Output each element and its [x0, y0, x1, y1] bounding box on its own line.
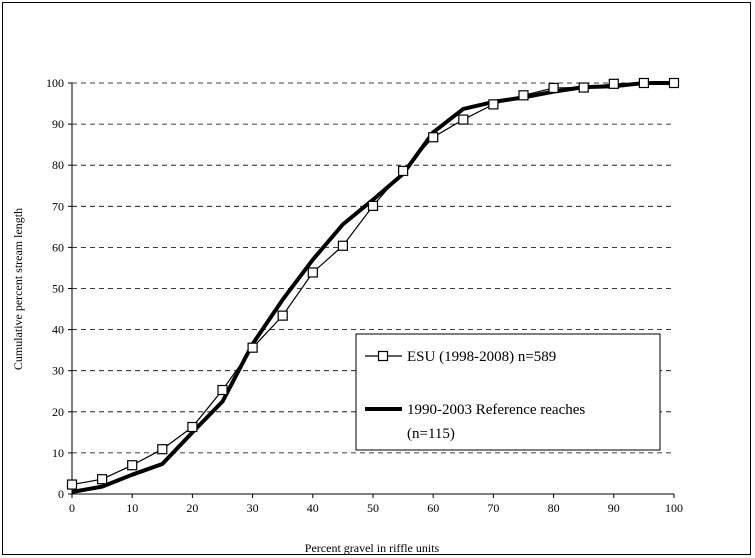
x-tick-label-30: 30 [247, 501, 259, 515]
esu-point-10 [127, 460, 138, 471]
x-tick-label-60: 60 [427, 501, 439, 515]
y-tick-label-90: 90 [52, 117, 64, 131]
x-axis-ticks: 0 10 20 30 40 50 60 70 80 90 100 [69, 494, 683, 515]
esu-point-5 [96, 474, 108, 485]
y-tick-label-0: 0 [58, 487, 64, 501]
esu-point-15 [157, 444, 168, 455]
y-tick-label-50: 50 [52, 282, 64, 296]
y-tick-label-30: 30 [52, 364, 64, 378]
x-tick-label-50: 50 [367, 501, 379, 515]
y-tick-label-20: 20 [52, 405, 64, 419]
esu-point-0 [66, 479, 78, 490]
series-line-reference [71, 81, 674, 494]
esu-point-90 [608, 78, 619, 89]
legend-esu-marker [377, 350, 389, 362]
esu-point-25 [217, 384, 228, 396]
x-tick-label-90: 90 [608, 501, 620, 515]
esu-point-60 [428, 132, 439, 143]
legend-reference-label-line1: 1990-2003 Reference reaches [407, 402, 585, 418]
esu-point-30 [247, 342, 258, 353]
y-tick-label-100: 100 [46, 76, 64, 90]
x-tick-label-80: 80 [548, 501, 560, 515]
esu-point-50 [367, 200, 379, 211]
x-tick-label-70: 70 [487, 501, 499, 515]
legend: ESU (1998-2008) n=589 1990-2003 Referenc… [355, 333, 661, 451]
legend-esu-label: ESU (1998-2008) n=589 [407, 349, 556, 365]
esu-point-65 [458, 114, 469, 125]
esu-point-95 [638, 77, 650, 89]
x-axis-title: Percent gravel in riffle units [305, 541, 440, 555]
esu-point-70 [488, 99, 499, 110]
y-tick-label-60: 60 [52, 240, 64, 254]
y-tick-label-40: 40 [52, 323, 64, 337]
x-tick-label-100: 100 [665, 501, 683, 515]
esu-point-85 [578, 82, 589, 93]
esu-point-75 [518, 90, 529, 101]
x-tick-label-40: 40 [307, 501, 319, 515]
x-tick-label-10: 10 [126, 501, 138, 515]
esu-point-100 [668, 77, 680, 89]
esu-point-45 [337, 240, 348, 251]
x-tick-label-20: 20 [186, 501, 198, 515]
esu-point-80 [548, 82, 559, 94]
y-axis-title: Cumulative percent stream length [11, 208, 25, 370]
esu-point-35 [277, 310, 288, 321]
y-tick-label-80: 80 [52, 158, 64, 172]
y-tick-label-10: 10 [52, 446, 64, 460]
esu-point-20 [187, 421, 198, 433]
legend-reference-label-line2: (n=115) [407, 426, 455, 442]
esu-point-55 [398, 165, 409, 177]
legend-box [355, 333, 661, 451]
esu-point-40 [307, 267, 318, 278]
y-axis-ticks: 0 10 20 30 40 50 60 70 80 90 100 [46, 76, 72, 501]
y-tick-label-70: 70 [52, 199, 64, 213]
series-group [66, 77, 680, 494]
x-tick-label-0: 0 [69, 501, 75, 515]
